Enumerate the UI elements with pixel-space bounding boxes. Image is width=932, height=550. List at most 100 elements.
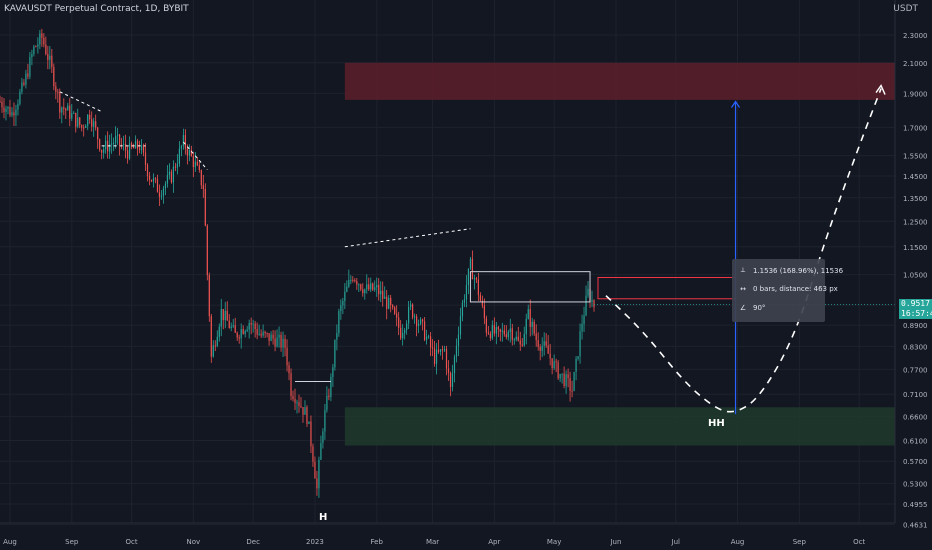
candle-body [188, 149, 190, 156]
candle-body [521, 344, 523, 346]
candle-body [453, 356, 456, 374]
candle-body [419, 319, 422, 324]
candle-body [63, 107, 65, 109]
candle-body [322, 431, 324, 444]
date-range-icon: ↔ [740, 285, 746, 293]
price-tick-label: 1.9000 [903, 90, 928, 98]
time-axis[interactable]: Aug Sep Oct Nov Dec 2023 Feb Mar Apr May Jun Jul Aug… [0, 522, 895, 546]
price-tick-label: 0.4631 [903, 522, 928, 530]
candle-body [567, 374, 569, 379]
candle-body [89, 114, 91, 120]
candle-body [443, 349, 446, 351]
candle-body [282, 338, 284, 348]
candle-body [172, 166, 175, 183]
time-tick-label: 2023 [306, 538, 324, 546]
candle-body [330, 376, 332, 397]
candle-body [378, 285, 380, 295]
candle-body [230, 326, 232, 328]
candle-body [280, 334, 282, 348]
candle-body [126, 150, 129, 159]
candle-body [467, 268, 470, 286]
candle-body [7, 106, 9, 109]
candle-body [561, 373, 563, 375]
candle-body [294, 398, 296, 404]
price-tick-label: 1.1500 [903, 244, 928, 252]
candle-body [477, 279, 479, 296]
candle-body [296, 402, 298, 404]
candle-body [533, 321, 535, 334]
candle-body [368, 284, 370, 290]
price-tick-label: 2.1000 [903, 60, 928, 68]
candle-body [45, 44, 47, 55]
price-tick-label: 2.3000 [903, 32, 928, 40]
zone-layer [344, 62, 895, 446]
time-tick-label: Oct [853, 538, 865, 546]
candle-body [99, 139, 101, 150]
candle-body [459, 316, 462, 335]
candle-body [471, 258, 474, 280]
candle-body [414, 316, 416, 318]
price-axis[interactable]: 2.3000 2.1000 1.9000 1.7000 1.5500 1.4500 1.35… [894, 0, 932, 550]
candle-body [457, 334, 460, 346]
candle-body [501, 330, 503, 332]
candle-body [27, 73, 29, 77]
candle-body [109, 144, 111, 152]
candle-body [304, 407, 306, 415]
candle-body [537, 340, 539, 347]
time-tick-label: Dec [246, 538, 260, 546]
candle-body [274, 338, 276, 347]
candle-body [97, 127, 99, 140]
price-tick-label: 1.4500 [903, 173, 928, 181]
candle-body [152, 178, 155, 182]
range-box [597, 276, 737, 300]
candle-body [402, 332, 404, 339]
candle-body [577, 356, 579, 359]
candle-body [292, 396, 294, 399]
candle-body [479, 295, 481, 301]
candle-body [336, 333, 338, 340]
candle-body [324, 410, 326, 432]
candle-body [115, 135, 117, 143]
candle-body [25, 73, 27, 85]
candle-body [497, 326, 499, 330]
candle-body [101, 149, 103, 153]
resistance-zone [344, 62, 895, 100]
candle-body [535, 333, 537, 341]
candle-body [107, 140, 109, 152]
candle-body [166, 175, 169, 184]
candle-body [483, 305, 485, 319]
measure-change-row: ⟂ 1.1536 (168.96%), 11536 [738, 266, 843, 275]
candle-body [132, 147, 135, 149]
candle-body [306, 407, 308, 424]
candle-body [71, 113, 73, 119]
candle-body [140, 145, 143, 150]
candle-body [513, 339, 515, 341]
candle-body [364, 289, 366, 294]
candle-body [79, 117, 81, 126]
candle-body [569, 378, 571, 391]
candle-body [95, 121, 97, 128]
candle-body [262, 331, 264, 336]
candle-body [358, 284, 360, 286]
candle-body [87, 114, 89, 126]
candle-body [124, 143, 127, 151]
candle-body [15, 109, 17, 116]
candle-body [382, 290, 384, 299]
candle-body [449, 372, 452, 387]
candle-body [134, 140, 137, 149]
candle-body [431, 347, 434, 349]
candle-body [85, 125, 87, 128]
candle-body [202, 185, 204, 190]
candle-body [340, 305, 342, 311]
candle-body [352, 279, 354, 281]
candle-body [105, 140, 107, 150]
candle-body [118, 134, 121, 145]
candle-body [180, 146, 182, 149]
candle-body [583, 315, 585, 324]
candle-body [455, 345, 458, 357]
candle-body [216, 336, 218, 347]
candle-body [376, 285, 378, 288]
candle-body [503, 330, 505, 335]
price-tick-label: 1.5500 [903, 153, 928, 161]
